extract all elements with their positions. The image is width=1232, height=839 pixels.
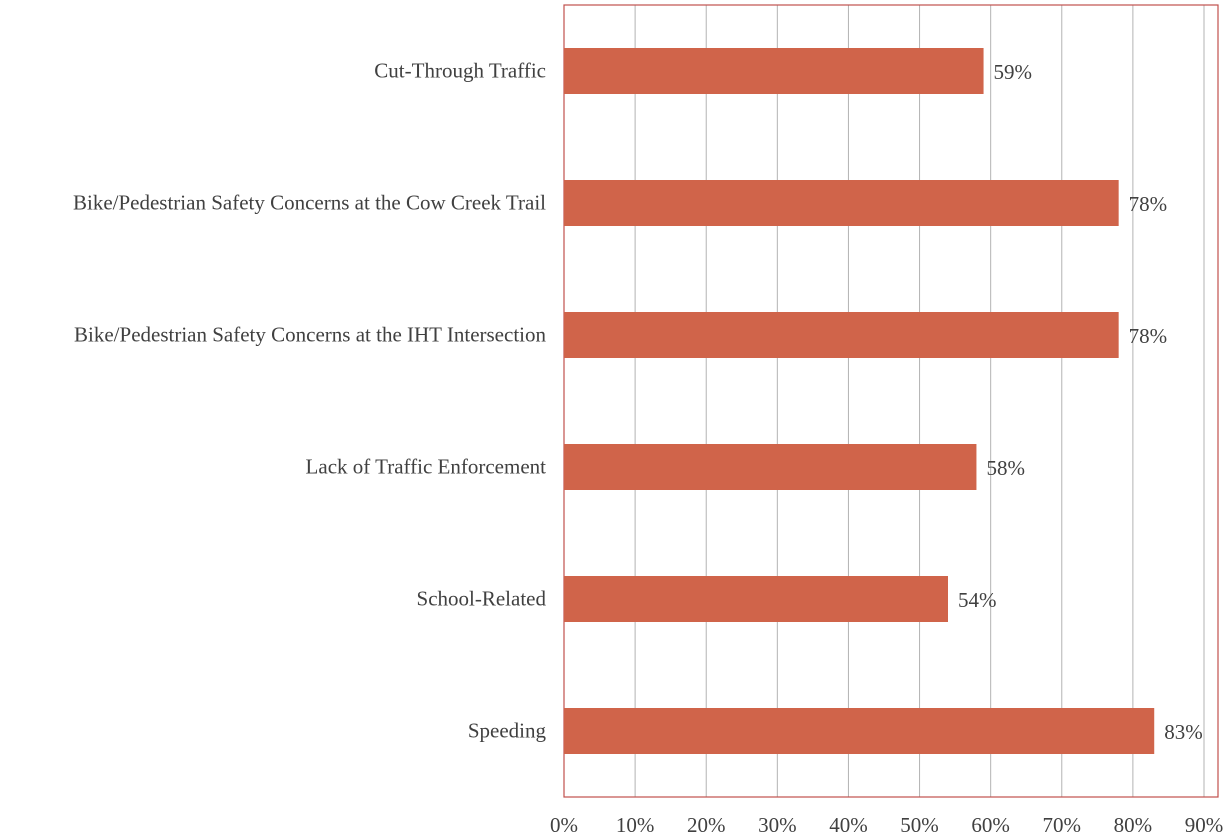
category-label-box: School-Related xyxy=(0,587,546,612)
y-tick-label: School-Related xyxy=(416,586,546,611)
bar xyxy=(564,708,1155,754)
y-tick-label: Bike/Pedestrian Safety Concerns at the C… xyxy=(72,190,546,215)
y-tick-label: Speeding xyxy=(467,718,546,743)
bar xyxy=(564,576,948,622)
value-label: 58% xyxy=(986,456,1025,480)
x-tick-label: 0% xyxy=(550,813,578,837)
value-label: 59% xyxy=(994,60,1033,84)
y-tick-label: Lack of Traffic Enforcement xyxy=(305,454,546,479)
category-label-box: Bike/Pedestrian Safety Concerns at the I… xyxy=(0,323,546,348)
plot-frame xyxy=(563,4,1219,798)
x-tick-label: 60% xyxy=(971,813,1010,837)
bar xyxy=(564,312,1119,358)
category-label-box: Cut-Through Traffic xyxy=(0,59,546,84)
category-label-box: Lack of Traffic Enforcement xyxy=(0,455,546,480)
category-label-box: Bike/Pedestrian Safety Concerns at the C… xyxy=(0,191,546,216)
y-tick-label: Bike/Pedestrian Safety Concerns at the I… xyxy=(74,322,546,347)
y-tick-label: Cut-Through Traffic xyxy=(374,58,546,83)
x-tick-label: 80% xyxy=(1114,813,1153,837)
x-tick-label: 20% xyxy=(687,813,726,837)
value-label: 54% xyxy=(958,588,997,612)
x-tick-label: 70% xyxy=(1043,813,1082,837)
bar xyxy=(564,444,977,490)
x-tick-label: 30% xyxy=(758,813,797,837)
x-tick-label: 10% xyxy=(616,813,655,837)
value-label: 83% xyxy=(1164,720,1203,744)
x-tick-label: 50% xyxy=(900,813,939,837)
x-tick-label: 40% xyxy=(829,813,868,837)
bar xyxy=(564,48,984,94)
value-label: 78% xyxy=(1129,324,1168,348)
x-tick-label: 90% xyxy=(1185,813,1224,837)
category-label-box: Speeding xyxy=(0,719,546,744)
bar xyxy=(564,180,1119,226)
value-label: 78% xyxy=(1129,192,1168,216)
